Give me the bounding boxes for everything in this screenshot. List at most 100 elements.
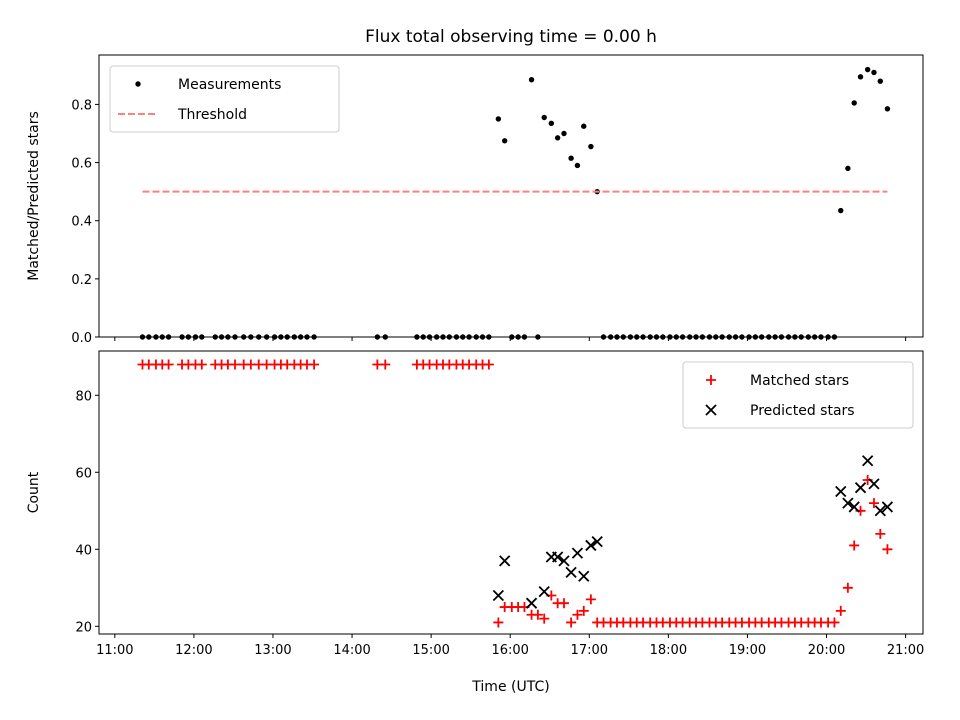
measurement-point (541, 114, 547, 121)
legend-marker (706, 375, 716, 385)
y-tick-label: 0.2 (71, 273, 92, 288)
y-tick-label: 0.6 (71, 157, 92, 172)
matched-stars-point (835, 605, 846, 616)
measurement-point (845, 165, 851, 172)
predicted-stars-point (874, 505, 886, 517)
x-tick-label: 18:00 (650, 643, 687, 658)
y-tick-label: 80 (75, 389, 92, 404)
legend-marker (705, 404, 717, 416)
measurement-point (871, 69, 877, 76)
measurement-point (561, 130, 567, 137)
measurement-point (884, 106, 891, 112)
y-axis-title: Count (26, 471, 42, 513)
matched-stars-point (829, 617, 840, 628)
matched-stars-point (196, 359, 207, 370)
measurement-point (588, 143, 594, 150)
y-tick-label: 20 (75, 620, 92, 635)
legend-label: Predicted stars (750, 403, 855, 419)
x-tick-label: 20:00 (808, 643, 845, 658)
predicted-stars-point (862, 455, 874, 467)
legend-box (682, 361, 914, 429)
predicted-stars-point (558, 555, 570, 567)
matched-stars-point (566, 617, 577, 628)
matched-stars-point (230, 359, 241, 370)
bottom-panel-count-plot: 20 40 60 80 11:00 12:00 13:00 14:00 15:00 16:00 17… (26, 350, 924, 695)
matched-stars-point (882, 544, 893, 555)
x-tick-label: 15:00 (412, 643, 449, 658)
matched-stars-point (163, 359, 174, 370)
x-tick-label: 21:00 (887, 643, 924, 658)
matched-stars-point (539, 613, 550, 624)
legend: Measurements Threshold (109, 65, 340, 133)
measurement-point (574, 162, 581, 169)
predicted-stars-point (571, 547, 584, 559)
predicted-stars-point (492, 589, 504, 602)
y-axis-title: Matched/Predicted stars (26, 111, 42, 281)
predicted-stars-point (525, 597, 538, 609)
series-predicted-stars (492, 455, 894, 609)
measurement-point (495, 116, 502, 122)
matched-stars-point (380, 359, 391, 370)
measurement-point (864, 66, 871, 73)
x-tick-label: 19:00 (729, 643, 766, 658)
measurement-point (877, 78, 883, 84)
matched-stars-point (558, 598, 569, 609)
y-tick-label: 40 (75, 543, 92, 558)
predicted-stars-point (585, 539, 597, 552)
y-tick-label: 60 (75, 466, 92, 481)
measurement-point (857, 74, 864, 80)
matched-stars-point (493, 617, 504, 628)
predicted-stars-point (854, 482, 867, 494)
matched-stars-point (578, 605, 589, 616)
legend-marker (135, 81, 141, 87)
measurement-point (838, 207, 844, 214)
x-tick-label: 13:00 (254, 643, 291, 658)
measurement-point (528, 77, 535, 83)
measurement-point (581, 123, 587, 129)
x-tick-label: 12:00 (175, 643, 212, 658)
matched-stars-point (868, 498, 879, 509)
predicted-stars-point (848, 501, 860, 513)
matched-stars-point (309, 359, 320, 370)
measurement-point (554, 135, 561, 141)
legend-label: Measurements (178, 77, 281, 93)
legend-label: Threshold (177, 107, 247, 123)
plot-frame (98, 54, 924, 338)
x-tick-label: 11:00 (96, 643, 133, 658)
predicted-stars-point (842, 497, 854, 509)
x-tick-label: 14:00 (333, 643, 370, 658)
matched-stars-point (842, 582, 853, 593)
legend-box (109, 65, 340, 133)
y-tick-label: 0.4 (71, 215, 92, 230)
y-tick-label: 0.0 (71, 331, 92, 346)
x-tick-label: 17:00 (571, 643, 608, 658)
y-tick-label: 0.8 (71, 98, 92, 113)
predicted-stars-point (835, 485, 847, 498)
matched-stars-point (532, 609, 543, 620)
x-axis-title: Time (UTC) (471, 679, 549, 695)
predicted-stars-point (538, 586, 550, 598)
measurement-point (548, 120, 555, 127)
plot-frame (98, 350, 924, 635)
predicted-stars-point (552, 551, 564, 563)
predicted-stars-point (591, 535, 603, 548)
measurement-point (568, 155, 574, 161)
figure-title: Flux total observing time = 0.00 h (365, 27, 657, 47)
predicted-stars-point (868, 478, 880, 490)
predicted-stars-point (578, 570, 590, 582)
matched-stars-point (483, 359, 494, 370)
measurement-point (851, 100, 857, 106)
matched-stars-point (585, 594, 596, 605)
predicted-stars-point (881, 501, 894, 513)
predicted-stars-point (499, 555, 511, 567)
predicted-stars-point (565, 566, 577, 579)
measurement-point (501, 138, 508, 144)
matched-stars-point (849, 540, 860, 551)
x-tick-label: 16:00 (491, 643, 528, 658)
legend-label: Matched stars (750, 373, 849, 389)
series-matched-stars (137, 359, 893, 628)
matched-stars-point (572, 609, 583, 620)
matched-stars-point (875, 528, 886, 539)
legend: Matched stars Predicted stars (682, 361, 914, 429)
